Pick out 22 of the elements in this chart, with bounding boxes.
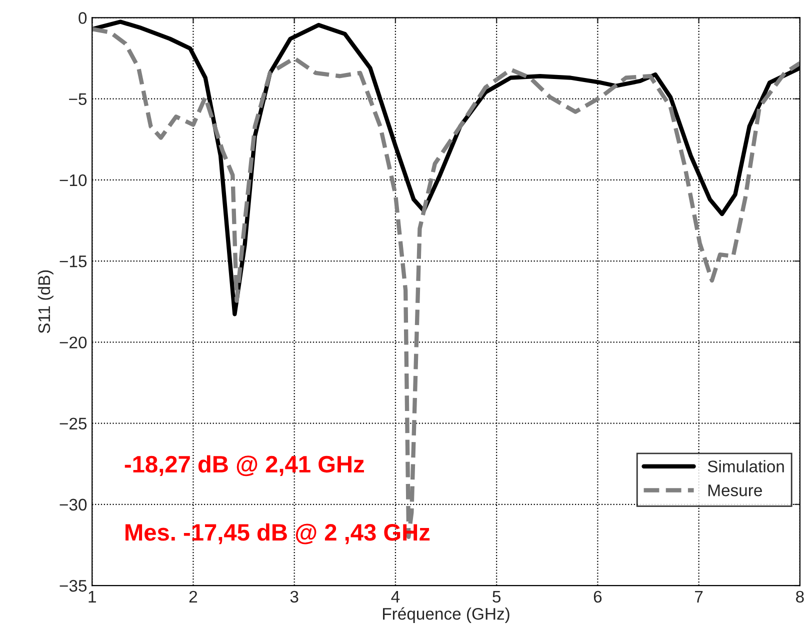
y-tick-label: −35 <box>60 580 87 592</box>
y-tick-label: −25 <box>60 418 87 430</box>
x-tick-label: 3 <box>290 590 298 603</box>
x-tick-label: 1 <box>88 591 96 602</box>
y-tick-label: −10 <box>60 174 87 186</box>
y-tick-label: −15 <box>60 256 87 268</box>
x-tick-label: 5 <box>492 591 501 603</box>
x-axis-title: Fréquence (GHz) <box>383 607 510 624</box>
y-tick-label: −20 <box>60 336 87 348</box>
x-tick-label: 8 <box>796 590 804 603</box>
x-tick-label: 6 <box>594 590 602 603</box>
legend-label: Mesure <box>708 484 762 496</box>
y-tick-label: −5 <box>69 93 87 106</box>
annotation: -18,27 dB @ 2,41 GHz <box>124 455 364 476</box>
x-tick-label: 7 <box>695 591 703 602</box>
annotation: Mes. -17,45 dB @ 2 ,43 GHz <box>126 523 430 544</box>
x-tick-label: 4 <box>391 591 400 602</box>
legend-label: Simulation <box>708 460 784 472</box>
y-axis-title: S11 (dB) <box>38 270 54 334</box>
x-tick-label: 2 <box>189 590 198 602</box>
y-tick-label: 0 <box>78 12 87 24</box>
y-tick-label: −30 <box>60 498 87 511</box>
